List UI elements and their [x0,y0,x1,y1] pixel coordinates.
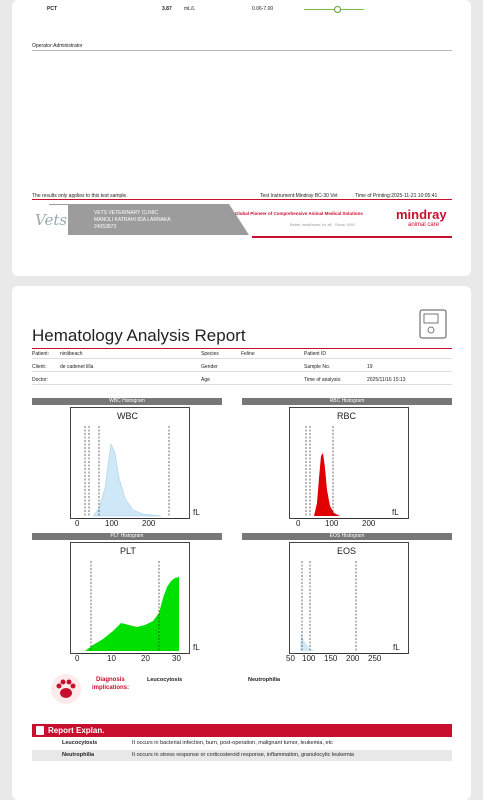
plt-histogram: PLT [70,542,190,654]
report-explan-header: Report Explan. [32,724,452,737]
client-label: Client: [32,364,47,370]
eos-unit: fL [393,643,400,652]
explan-text: It occurs in stress response or corticos… [132,752,354,758]
plt-x-axis [76,653,186,654]
eos-histogram: EOS [289,542,409,654]
info-rule-1 [32,358,452,359]
wbc-title: WBC [117,411,138,421]
pct-range: 0.06-7.00 [252,6,274,12]
eos-x-axis [295,653,405,654]
clinic-phone: 24053873 [94,224,117,230]
rbc-x-axis [295,518,405,519]
patient-value: niniibeach [60,351,83,357]
footer-divider [32,199,452,200]
plt-title: PLT [120,546,136,556]
gender-label: Gender [201,364,218,370]
info-rule-3 [32,384,452,385]
explan-row: Neutrophilia It occurs in stress respons… [32,750,452,761]
clinic-band: VETS VETERINARY CLINIC MANOLI KATRAHI 82… [49,204,249,235]
wbc-histogram-header: WBC Histogram [32,398,222,405]
doctor-label: Doctor: [32,377,49,383]
sample-label: Sample No. [304,364,331,370]
rbc-tick: 200 [362,519,376,528]
report-page-2: Hematology Analysis Report Patient: nini… [12,286,471,800]
eos-tick: 100 [302,654,316,663]
explan-row: Leucocytosis It occurs in bacterial infe… [32,738,452,749]
eos-tick: 200 [346,654,360,663]
clinic-logo-text: Vets [35,211,68,229]
report-page-1: PCT 3.87 mL/L 0.06-7.00 Operator:Adminis… [12,0,471,276]
wbc-plot [84,426,170,517]
instrument: Test Instrument:Mindray BC-30 Vet [260,193,338,199]
rbc-histogram-header: RBC Histogram [242,398,452,405]
pct-unit: mL/L [184,6,196,12]
document-icon [36,726,44,735]
pct-value: 3.87 [162,6,172,12]
wbc-histogram: WBC [70,407,190,519]
wbc-unit: fL [193,508,200,517]
rbc-unit: fL [392,508,399,517]
pct-label: PCT [47,6,57,12]
clinic-address: MANOLI KATRAHI 82A LARNAKA [94,217,171,223]
plt-unit: fL [193,643,200,652]
species-value: Feline [241,351,255,357]
plt-histogram-header: PLT Histogram [32,533,222,540]
plt-tick: 20 [141,654,150,663]
report-explan-title: Report Explan. [48,726,105,735]
patient-label: Patient: [32,351,49,357]
explan-term: Leucocytosis [62,740,98,746]
eos-plot [300,561,357,651]
explan-term: Neutrophilia [62,752,95,758]
tagline-sub: Better healthcare for all · Since 1991 [290,222,355,227]
footer-accent [252,236,452,238]
wbc-tick: 0 [75,519,80,528]
analyzer-icon [419,309,447,339]
species-label: Species [201,351,219,357]
wbc-tick: 100 [105,519,119,528]
time-label: Time of analysis: [304,377,342,383]
operator-label: Operator:Administrator [32,43,83,49]
rbc-tick: 100 [325,519,339,528]
diagnosis-item: Neutrophilia [248,677,281,683]
client-value: de cadenet lilla [60,364,94,370]
rbc-title: RBC [337,411,357,421]
title-divider [32,348,452,349]
mindray-sub: animal care [408,222,440,228]
report-title: Hematology Analysis Report [32,326,246,345]
time-value: 2025/11/16 15:13 [367,377,406,383]
eos-tick: 50 [286,654,295,663]
plt-tick: 30 [172,654,181,663]
pct-range-marker [334,6,341,13]
eos-title: EOS [337,546,357,556]
diagnosis-label-2: implications: [92,685,130,691]
sample-value: 19 [367,364,373,370]
tagline: Global Pioneer of Comprehensive Animal M… [235,211,363,216]
age-label: Age [201,377,210,383]
clinic-logo: Vets [32,205,68,235]
mindray-logo: mindray [396,207,447,222]
plt-tick: 0 [75,654,80,663]
diagnosis-item: Leucocytosis [147,677,183,683]
eos-histogram-header: EOS Histogram [242,533,452,540]
wbc-tick: 200 [142,519,156,528]
rbc-tick: 0 [296,519,301,528]
eos-tick: 250 [368,654,382,663]
explan-text: It occurs in bacterial infection, burn, … [132,740,333,746]
wbc-x-axis [76,518,186,519]
printing-time: Time of Printing:2025-11-21 10:05:41 [355,193,438,199]
plt-plot [85,561,179,651]
rbc-plot [305,426,340,516]
eos-tick: 150 [324,654,338,663]
plt-tick: 10 [107,654,116,663]
disclaimer: The results only applies to this test sa… [32,193,128,199]
patient-id-label: Patient ID [304,351,326,357]
info-rule-2 [32,371,452,372]
diagnosis-label: Diagnosis [96,677,125,683]
rbc-histogram: RBC [289,407,409,519]
divider [32,50,452,51]
clinic-name: VETS VETERINARY CLINIC [94,210,158,216]
paw-icon [51,674,81,704]
